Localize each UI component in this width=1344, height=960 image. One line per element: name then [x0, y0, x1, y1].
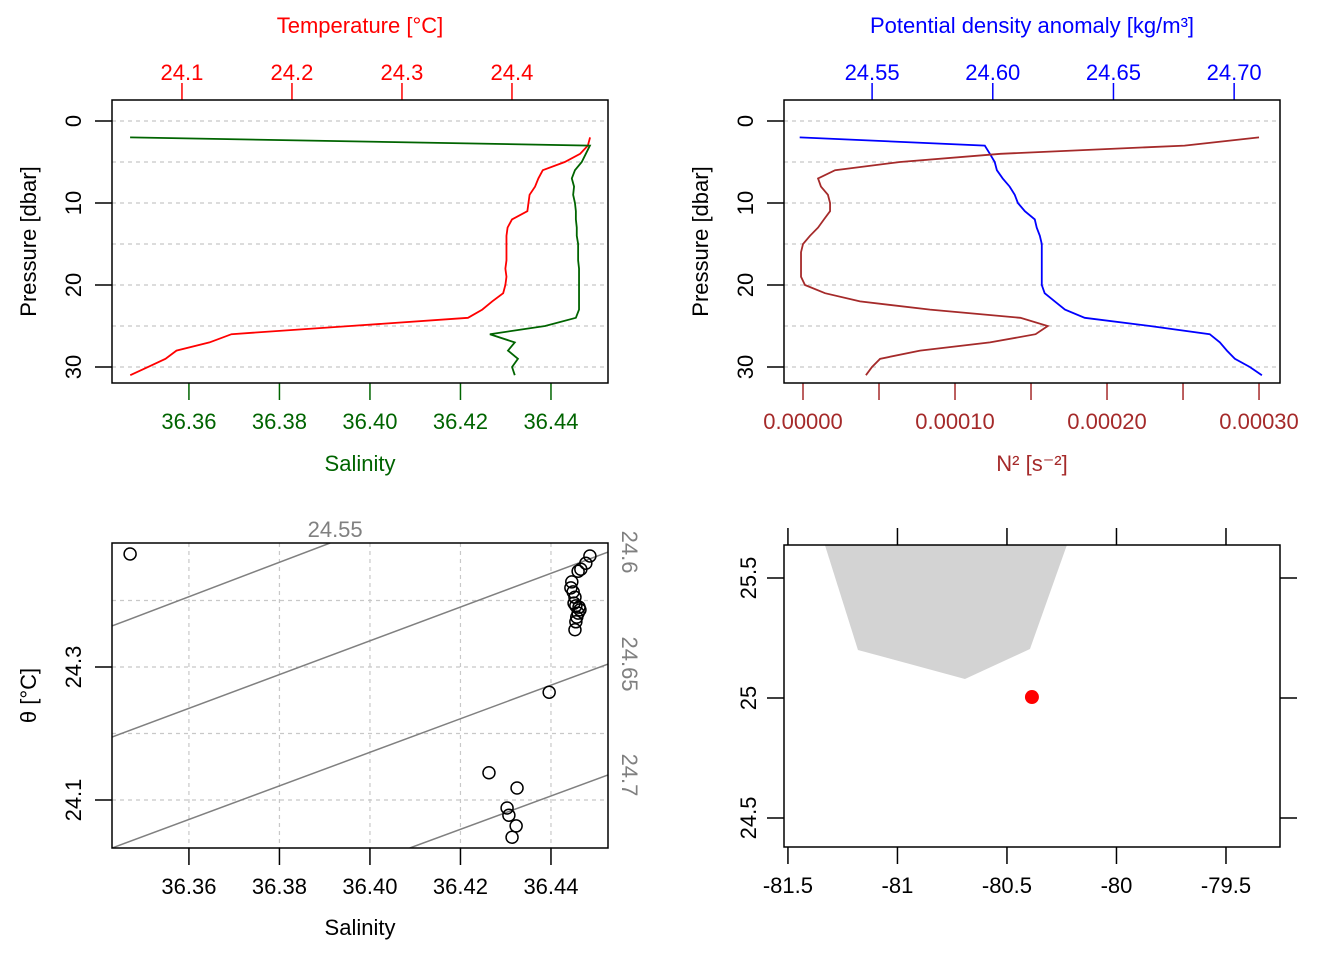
y-tick-label: 25: [736, 686, 761, 710]
x-tick-label: 24.2: [271, 60, 314, 85]
plot-box: [783, 99, 1281, 384]
y-tick-label: 20: [61, 273, 86, 297]
y-tick-label: 25.5: [736, 557, 761, 600]
y-tick-label: 10: [61, 191, 86, 215]
x-tick-label: 24.70: [1207, 60, 1262, 85]
x-tick-label: 36.36: [161, 409, 216, 434]
y-tick-label: 0: [733, 115, 758, 127]
isopycnal-label: 24.6: [617, 531, 642, 574]
x-tick-label: 36.40: [342, 409, 397, 434]
isopycnal-label: 24.7: [617, 754, 642, 797]
x-tick-label: 36.42: [433, 409, 488, 434]
land: [824, 545, 1067, 680]
y-axis-title: Pressure [dbar]: [16, 166, 41, 316]
profile-line: [799, 136, 1263, 376]
profile-line: [130, 136, 592, 376]
isopycnal-label: 24.65: [617, 636, 642, 691]
x-tick-label: 24.3: [381, 60, 424, 85]
x-tick-label: 36.44: [523, 409, 578, 434]
plot-box: [111, 99, 609, 384]
x-tick-label: -80.5: [982, 873, 1032, 898]
y-tick-label: 0: [61, 115, 86, 127]
isopycnal: [112, 551, 608, 738]
y-tick-label: 24.3: [61, 646, 86, 689]
ts-point: [509, 819, 523, 833]
x-tick-label: 36.44: [523, 874, 578, 899]
ts-point: [583, 549, 597, 563]
profile-line: [129, 137, 591, 377]
x-tick-label: 36.38: [252, 409, 307, 434]
x-tick-label: 36.38: [252, 874, 307, 899]
isopycnal: [112, 663, 608, 848]
ts-point: [123, 547, 137, 561]
ts-point: [500, 801, 514, 815]
ts-point: [571, 564, 585, 579]
ts-point: [568, 623, 582, 637]
y-tick-label: 30: [733, 355, 758, 379]
ts-point: [570, 610, 584, 624]
x-tick-label: 24.65: [1086, 60, 1141, 85]
y-tick-label: 24.5: [736, 797, 761, 840]
x-tick-label: 24.60: [965, 60, 1020, 85]
x-tick-label: 24.1: [161, 60, 204, 85]
x-axis-title: Potential density anomaly [kg/m³]: [870, 13, 1194, 38]
plot-box: [111, 542, 609, 849]
profile-line: [800, 136, 1260, 376]
x-tick-label: 36.36: [161, 874, 216, 899]
x-axis-title: Salinity: [325, 451, 396, 476]
x-tick-label: 24.4: [491, 60, 534, 85]
y-axis-title: Pressure [dbar]: [688, 166, 713, 316]
x-tick-label: 36.40: [342, 874, 397, 899]
x-tick-label: -81: [882, 873, 914, 898]
x-tick-label: 0.00020: [1067, 409, 1147, 434]
x-axis-title: Temperature [°C]: [277, 13, 444, 38]
y-tick-label: 30: [61, 355, 86, 379]
x-tick-label: 0.00030: [1219, 409, 1299, 434]
plot-box: [783, 544, 1281, 848]
x-axis-title: Salinity: [325, 915, 396, 940]
isopycnal: [112, 543, 331, 627]
y-tick-label: 10: [733, 191, 758, 215]
ts-point: [502, 808, 516, 823]
ts-point: [510, 781, 524, 795]
x-tick-label: 0.00000: [763, 409, 843, 434]
y-tick-label: 24.1: [61, 779, 86, 822]
x-tick-label: 24.55: [845, 60, 900, 85]
x-tick-label: 0.00010: [915, 409, 995, 434]
ts-point: [505, 830, 519, 844]
ts-point: [574, 562, 588, 577]
ts-point: [542, 685, 556, 700]
x-tick-label: -81.5: [763, 873, 813, 898]
station: [1024, 690, 1039, 705]
ts-point: [569, 615, 583, 629]
x-axis-title: N² [s⁻²]: [996, 451, 1068, 476]
ts-point: [482, 765, 496, 780]
y-tick-label: 20: [733, 273, 758, 297]
isopycnal-label: 24.55: [308, 517, 363, 542]
y-axis-title: θ [°C]: [16, 668, 41, 723]
isopycnal: [409, 774, 608, 848]
x-tick-label: 36.42: [433, 874, 488, 899]
ts-point: [565, 575, 579, 589]
x-tick-label: -79.5: [1201, 873, 1251, 898]
x-tick-label: -80: [1101, 873, 1133, 898]
